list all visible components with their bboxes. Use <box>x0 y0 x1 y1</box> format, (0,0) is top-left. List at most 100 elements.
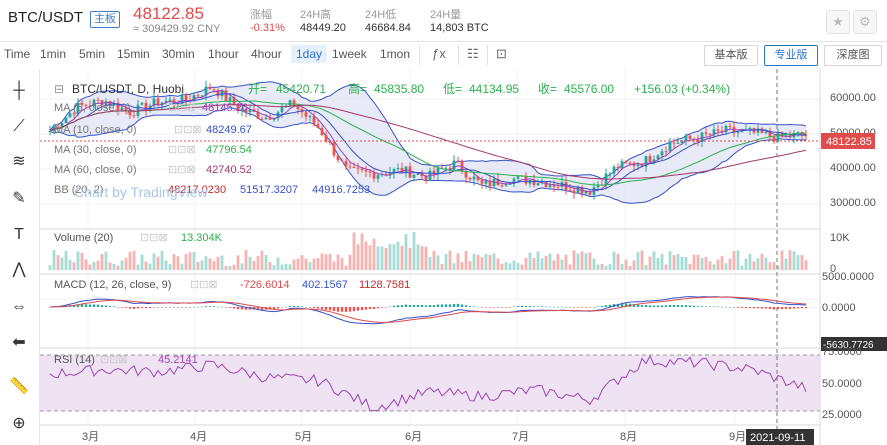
rsi-legend[interactable]: RSI (14) <box>54 354 95 366</box>
collapse-icon[interactable]: ⊟ <box>54 82 64 96</box>
rsi-band <box>40 355 820 411</box>
view-depth-button[interactable]: 深度图 <box>824 45 882 66</box>
legend-controls-icon[interactable]: ⊡⊡⊠ <box>168 102 196 114</box>
tf-1day[interactable]: 1day <box>291 45 327 63</box>
macd-histogram-bar <box>545 307 547 308</box>
volume-bar <box>729 258 732 270</box>
macd-histogram-bar <box>573 307 575 308</box>
candle-body <box>313 116 316 124</box>
crosshair-icon[interactable]: ┼ <box>6 80 32 102</box>
tf-1mon[interactable]: 1mon <box>380 47 410 61</box>
legend-controls-icon[interactable]: ⊡⊡⊠ <box>168 164 196 176</box>
ma30-legend[interactable]: MA (30, close, 0) <box>54 144 137 156</box>
volume-bar <box>89 265 92 270</box>
volume-bar <box>369 245 372 270</box>
volume-bar <box>633 260 636 270</box>
gear-icon[interactable]: ⚙ <box>853 10 877 34</box>
candle-body <box>225 90 228 101</box>
volume-bar <box>205 256 208 270</box>
tf-1min[interactable]: 1min <box>40 47 66 61</box>
volume-bar <box>221 255 224 270</box>
volume-bar <box>705 257 708 270</box>
ma60-legend[interactable]: MA (60, close, 0) <box>54 164 137 176</box>
macd-histogram-bar <box>277 307 279 308</box>
legend-controls-icon[interactable]: ⊡⊡⊠ <box>174 124 202 136</box>
legend-controls-icon[interactable]: ⊡⊡⊠ <box>140 232 168 244</box>
volume-bar <box>297 259 300 270</box>
candle-body <box>617 167 620 169</box>
brush-icon[interactable]: ✎ <box>6 188 32 210</box>
candle-body <box>729 126 732 127</box>
macd-histogram-bar <box>397 305 399 307</box>
tf-4hour[interactable]: 4hour <box>251 47 282 61</box>
candle-body <box>649 156 652 162</box>
volume-bar <box>213 261 216 270</box>
volume-bar <box>281 265 284 270</box>
legend-controls-icon[interactable]: ⊡⊡⊠ <box>190 279 218 291</box>
symbol-title[interactable]: BTC/USDT <box>8 9 83 26</box>
volume-bar <box>49 265 52 270</box>
macd-histogram-bar <box>465 305 467 307</box>
volume-bar <box>329 254 332 270</box>
price-tick: 30000.00 <box>830 197 876 209</box>
ruler-icon[interactable]: 📏 <box>6 376 32 398</box>
volume-legend[interactable]: Volume (20) <box>54 232 113 244</box>
volume-bar <box>545 256 548 270</box>
volume-bar <box>753 261 756 270</box>
macd-histogram-bar <box>449 304 451 307</box>
text-icon[interactable]: T <box>6 224 32 246</box>
candle-body <box>317 124 320 128</box>
rsi-plot <box>40 355 820 411</box>
tf-1week[interactable]: 1week <box>332 47 367 61</box>
trend-line-icon[interactable]: ⟋ <box>6 116 32 138</box>
ma10-legend[interactable]: MA (10, close, 0) <box>54 124 137 136</box>
candle-body <box>329 142 332 143</box>
measure-icon[interactable]: ⇔ <box>6 296 32 318</box>
volume-bar <box>269 262 272 270</box>
macd-histogram-bar <box>293 306 295 307</box>
rsi-value: 45.2141 <box>158 354 198 366</box>
tf-30min[interactable]: 30min <box>162 47 195 61</box>
macd-histogram-bar <box>721 307 723 308</box>
zoom-in-icon[interactable]: ⊕ <box>6 413 32 435</box>
star-icon[interactable]: ★ <box>826 10 850 34</box>
pattern-icon[interactable]: ⋀ <box>6 259 32 281</box>
macd-legend[interactable]: MACD (12, 26, close, 9) <box>54 279 171 291</box>
macd-histogram-bar <box>321 307 323 309</box>
screenshot-icon[interactable]: ⊡ <box>496 46 507 62</box>
macd-histogram-bar <box>653 306 655 307</box>
time-tick: 4月 <box>190 431 207 443</box>
view-pro-button[interactable]: 专业版 <box>764 45 818 66</box>
macd-histogram-bar <box>637 305 639 307</box>
trading-chart[interactable]: ⊟ BTC/USDT, D, Huobi 开= 45420.71 高= 4583… <box>40 69 887 445</box>
tf-15min[interactable]: 15min <box>117 47 150 61</box>
volume-bar <box>721 256 724 270</box>
legend-controls-icon[interactable]: ⊡⊡⊠ <box>168 144 196 156</box>
macd-histogram-bar <box>769 307 771 309</box>
candle-body <box>569 190 572 191</box>
tf-5min[interactable]: 5min <box>79 47 105 61</box>
volume-bar <box>285 264 288 270</box>
volume-bar <box>85 259 88 270</box>
macd-histogram-bar <box>389 307 391 308</box>
candle-body <box>705 132 708 134</box>
volume-bar <box>421 246 424 270</box>
candle-body <box>685 136 688 141</box>
ma5-legend[interactable]: MA (5, close, 0) <box>54 102 130 114</box>
volume-bar <box>337 254 340 270</box>
volume-bar <box>677 254 680 270</box>
stat-low-label: 24H低 <box>365 6 396 22</box>
back-arrow-icon[interactable]: ⬅ <box>6 332 32 354</box>
volume-bar <box>709 261 712 270</box>
volume-bar <box>185 254 188 270</box>
legend-controls-icon[interactable]: ⊡⊡⊠ <box>100 354 128 366</box>
compare-icon[interactable]: ☷ <box>467 46 479 62</box>
tf-time[interactable]: Time <box>4 47 30 61</box>
indicator-icon[interactable]: ƒx <box>432 46 446 61</box>
volume-bar <box>425 247 428 270</box>
tf-1hour[interactable]: 1hour <box>208 47 239 61</box>
view-basic-button[interactable]: 基本版 <box>704 45 758 66</box>
fib-icon[interactable]: ≋ <box>6 151 32 173</box>
volume-bar <box>153 253 156 270</box>
macd-histogram-bar <box>717 307 719 308</box>
